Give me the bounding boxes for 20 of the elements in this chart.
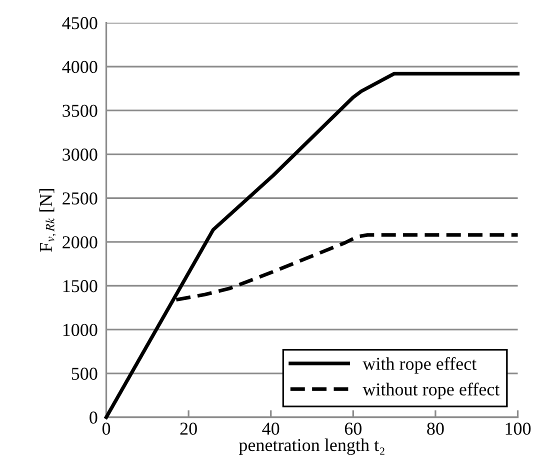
y-tick-label: 2500 [62, 192, 98, 205]
y-tick-label: 0 [90, 411, 98, 424]
y-tick-label: 1500 [63, 280, 98, 292]
x-tick-label: 0 [102, 422, 110, 435]
legend-label: without rope effect [362, 382, 500, 400]
x-tick-label: 40 [262, 422, 280, 435]
x-tick-label: 80 [427, 422, 444, 435]
y-tick-label: 500 [72, 368, 98, 380]
x-tick-label: 60 [344, 422, 362, 435]
y-tick-label: 4500 [62, 17, 98, 30]
y-tick-label: 2000 [62, 236, 98, 248]
x-axis-title: penetration length t₂ [238, 438, 384, 455]
y-tick-label: 3000 [62, 148, 98, 161]
y-axis-title: F$_{v,Rk}$ [N] [39, 189, 56, 252]
legend-label: with rope effect [362, 357, 477, 374]
x-tick-label: 100 [506, 422, 531, 435]
y-tick-label: 1000 [63, 324, 98, 336]
y-tick-label: 4000 [62, 60, 98, 74]
y-tick-label: 3500 [62, 104, 98, 117]
x-tick-label: 20 [180, 422, 197, 435]
